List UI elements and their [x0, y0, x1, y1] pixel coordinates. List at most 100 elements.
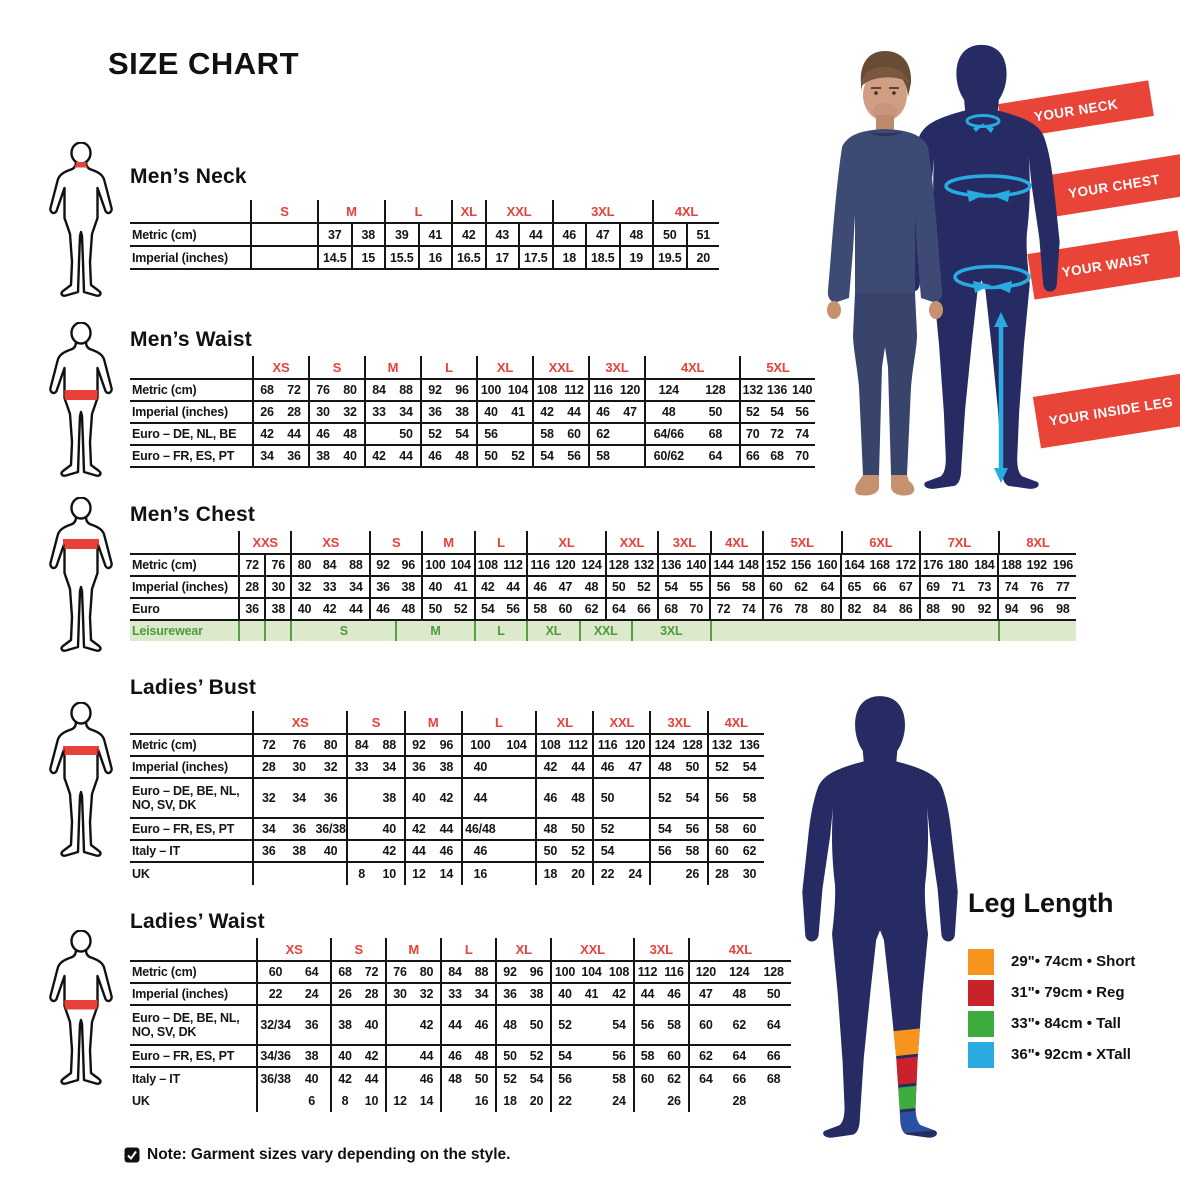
data-cell: 52: [739, 402, 764, 422]
data-cell: 36: [304, 1018, 319, 1032]
table-row: Imperial (inches) 28 30 32 33 34 36 38 40 42 44 46 4…: [130, 757, 764, 779]
data-cell: 47: [558, 580, 573, 594]
size-group-label: L: [473, 531, 526, 553]
data-cell: 24: [304, 987, 319, 1001]
data-cell: 38: [330, 1006, 358, 1044]
data-cell: 24: [612, 1094, 626, 1108]
data-cell: 92: [368, 555, 395, 575]
data-cell: [498, 779, 535, 817]
data-cell: 104: [581, 965, 602, 979]
data-cell: 42: [439, 791, 454, 805]
data-cell: 188: [997, 555, 1023, 575]
data-cell: 84: [322, 558, 337, 572]
row-label: Euro – FR, ES, PT: [132, 822, 235, 836]
data-cell: 32: [419, 987, 434, 1001]
table-row: Metric (cm) 60 64 68 72 76 80 84 88 92 96 100 104 108…: [130, 962, 791, 984]
leg-length-item: 33"• 84cm • Tall: [968, 1010, 1168, 1037]
data-cell: 100: [460, 735, 498, 755]
data-cell: [621, 819, 650, 839]
table-row: Metric (cm) 37 38 39 41 42 43 44 46 47 48 50 51: [130, 224, 719, 247]
leisure-cell: M: [395, 621, 474, 641]
data-cell: 116: [588, 380, 616, 400]
data-cell: 140: [686, 558, 707, 572]
data-cell: 34: [292, 791, 306, 805]
data-cell: 32: [290, 577, 316, 597]
data-cell: 72: [287, 383, 301, 397]
data-cell: 92: [403, 735, 433, 755]
table-row: Metric (cm) 72 76 80 84 88 92 96 100 104 108 112 116…: [130, 555, 1077, 577]
data-cell: 20: [529, 1094, 544, 1108]
data-cell: 54: [532, 446, 560, 466]
data-cell: 77: [1056, 580, 1070, 594]
heading-mens-waist: Men’s Waist: [130, 328, 252, 351]
data-cell: 60/62: [644, 446, 692, 466]
data-cell: 60: [632, 1068, 661, 1090]
data-cell: 8: [346, 863, 375, 885]
data-cell: 33: [346, 757, 375, 777]
data-cell: 42: [419, 1018, 434, 1032]
table-row: Euro 36 38 40 42 44 46 48 50 52 54 56 58 60 62 64 66 68 70…: [130, 599, 1077, 621]
data-cell: [621, 779, 650, 817]
data-cell: 62: [742, 844, 757, 858]
size-group-label: 5XL: [739, 356, 815, 378]
size-group-label: 4XL: [644, 356, 739, 378]
header-spacer: [130, 711, 252, 733]
data-cell: 28: [706, 863, 736, 885]
data-cell: 44: [571, 760, 585, 774]
data-cell: 54: [529, 1072, 544, 1086]
data-cell: 60: [761, 577, 788, 597]
data-cell: 48: [571, 791, 585, 805]
data-cell: 30: [742, 867, 757, 881]
data-cell: 90: [951, 602, 965, 616]
data-cell: 74: [741, 602, 756, 616]
data-cell: 176: [918, 555, 945, 575]
data-cell: 34: [382, 760, 396, 774]
figure-chest-icon: [49, 497, 113, 652]
leisure-cell: [238, 621, 264, 641]
data-cell: 56: [709, 577, 735, 597]
data-cell: 40: [460, 757, 498, 777]
size-group-label: S: [368, 531, 421, 553]
data-cell: 55: [689, 580, 704, 594]
data-cell: 58: [526, 599, 552, 619]
data-cell: 44: [403, 841, 433, 861]
data-cell: 152: [761, 555, 788, 575]
row-label: Euro – DE, NL, BE: [132, 427, 237, 441]
note-text: Note: Garment sizes vary depending on th…: [147, 1146, 511, 1163]
data-cell: 88: [474, 965, 489, 979]
legend-label: 29"• 74cm • Short: [1011, 953, 1136, 970]
data-cell: 54: [657, 577, 683, 597]
figure-waist-icon: [49, 322, 113, 477]
data-cell: 76: [761, 599, 788, 619]
data-cell: 96: [455, 383, 469, 397]
size-group-label: M: [364, 356, 420, 378]
heading-mens-chest: Men’s Chest: [130, 503, 256, 526]
data-cell: 42: [473, 577, 500, 597]
data-cell: 92: [495, 962, 523, 982]
neck-measure-icon: [965, 114, 1001, 133]
size-group-label: XL: [526, 531, 605, 553]
data-cell: 46: [588, 402, 616, 422]
size-group-label: M: [403, 711, 461, 733]
data-cell: 70: [739, 424, 764, 444]
data-cell: 38: [308, 446, 336, 466]
data-cell: 66: [637, 602, 651, 616]
data-cell: 12: [385, 1090, 413, 1112]
size-group-label: M: [421, 531, 473, 553]
data-cell: 124: [644, 380, 692, 400]
data-cell: 80: [323, 738, 338, 752]
data-cell: 32: [343, 405, 357, 419]
data-cell: 38: [439, 760, 454, 774]
data-cell: 72: [252, 735, 283, 755]
data-cell: 84: [440, 962, 468, 982]
data-cell: 60: [742, 822, 757, 836]
data-cell: [687, 1090, 722, 1112]
row-label: Euro – FR, ES, PT: [132, 1049, 235, 1063]
data-cell: 68: [708, 427, 723, 441]
size-group-label: 3XL: [551, 200, 653, 222]
data-cell: 116: [526, 555, 552, 575]
data-cell: 120: [555, 558, 576, 572]
data-cell: 92: [420, 380, 448, 400]
figure-bust-icon: [49, 702, 113, 857]
size-group-label: S: [330, 938, 385, 960]
